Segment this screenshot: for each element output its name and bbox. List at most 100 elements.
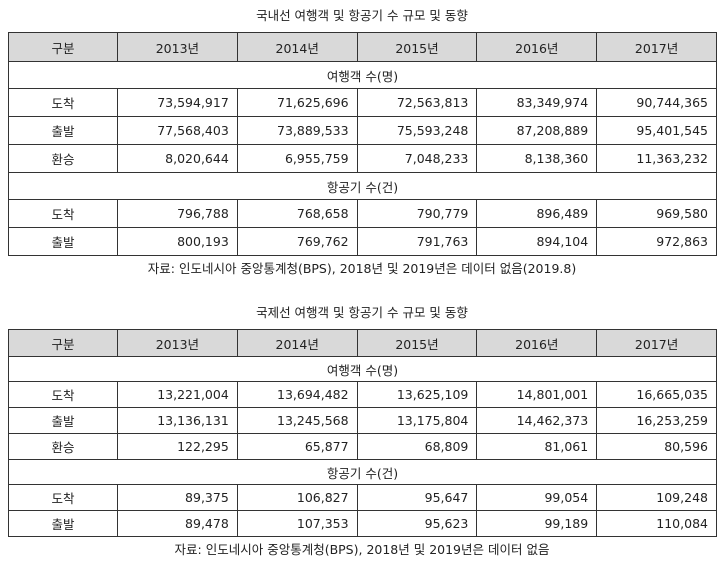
value-cell: 99,189 — [476, 510, 598, 537]
section-label: 여행객 수(명) — [8, 61, 717, 89]
value-cell: 109,248 — [596, 484, 717, 511]
spacer — [8, 321, 716, 329]
table-row: 출발 77,568,403 73,889,533 75,593,248 87,208,8… — [8, 116, 717, 145]
row-label: 출발 — [8, 510, 118, 537]
value-cell: 14,801,001 — [476, 381, 598, 408]
value-cell: 75,593,248 — [356, 116, 478, 145]
value-cell: 122,295 — [117, 433, 238, 460]
value-cell: 90,744,365 — [596, 88, 717, 117]
value-cell: 89,375 — [117, 484, 238, 511]
value-cell: 800,193 — [117, 227, 238, 256]
header-year: 2017년 — [596, 329, 717, 357]
value-cell: 95,623 — [356, 510, 478, 537]
value-cell: 68,809 — [356, 433, 478, 460]
table-title: 국제선 여행객 및 항공기 수 규모 및 동향 — [256, 305, 468, 320]
stats-table: 구분 2013년 2014년 2015년 2016년 2017년 여행객 수(명) 도착 13,… — [8, 329, 717, 537]
value-cell: 107,353 — [236, 510, 358, 537]
row-label: 도착 — [8, 381, 118, 408]
table-row: 출발 800,193 769,762 791,763 894,104 972,863 — [8, 227, 717, 256]
value-cell: 71,625,696 — [236, 88, 358, 117]
section-row: 항공기 수(건) — [8, 172, 717, 200]
header-year: 2013년 — [117, 329, 238, 357]
value-cell: 7,048,233 — [356, 144, 478, 173]
header-category: 구분 — [8, 32, 118, 62]
value-cell: 95,647 — [356, 484, 478, 511]
section-label: 항공기 수(건) — [8, 459, 717, 485]
value-cell: 791,763 — [356, 227, 478, 256]
stats-table: 구분 2013년 2014년 2015년 2016년 2017년 여행객 수(명) 도착 73,… — [8, 32, 717, 256]
table-row: 도착 13,221,004 13,694,482 13,625,109 14,801,0… — [8, 381, 717, 408]
value-cell: 6,955,759 — [236, 144, 358, 173]
table-title: 국내선 여행객 및 항공기 수 규모 및 동향 — [256, 8, 468, 23]
table-row: 환승 122,295 65,877 68,809 81,061 80,596 — [8, 433, 717, 460]
header-year: 2017년 — [596, 32, 717, 62]
value-cell: 73,889,533 — [236, 116, 358, 145]
row-label: 환승 — [8, 433, 118, 460]
table-row: 환승 8,020,644 6,955,759 7,048,233 8,138,360 11… — [8, 144, 717, 173]
row-label: 도착 — [8, 199, 118, 228]
section-row: 항공기 수(건) — [8, 459, 717, 485]
table-row: 도착 796,788 768,658 790,779 896,489 969,580 — [8, 199, 717, 228]
value-cell: 89,478 — [117, 510, 238, 537]
section-row: 여행객 수(명) — [8, 356, 717, 382]
value-cell: 769,762 — [236, 227, 358, 256]
row-label: 환승 — [8, 144, 118, 173]
value-cell: 14,462,373 — [476, 407, 598, 434]
value-cell: 87,208,889 — [476, 116, 598, 145]
header-year: 2014년 — [236, 329, 358, 357]
header-year: 2015년 — [356, 329, 478, 357]
value-cell: 13,694,482 — [236, 381, 358, 408]
value-cell: 16,253,259 — [596, 407, 717, 434]
header-year: 2016년 — [476, 32, 598, 62]
table-row: 출발 13,136,131 13,245,568 13,175,804 14,462,3… — [8, 407, 717, 434]
table-row: 출발 89,478 107,353 95,623 99,189 110,084 — [8, 510, 717, 537]
value-cell: 95,401,545 — [596, 116, 717, 145]
row-label: 출발 — [8, 227, 118, 256]
row-label: 출발 — [8, 407, 118, 434]
section-row: 여행객 수(명) — [8, 61, 717, 89]
row-label: 도착 — [8, 88, 118, 117]
value-cell: 13,136,131 — [117, 407, 238, 434]
value-cell: 8,138,360 — [476, 144, 598, 173]
value-cell: 896,489 — [476, 199, 598, 228]
value-cell: 13,625,109 — [356, 381, 478, 408]
value-cell: 796,788 — [117, 199, 238, 228]
section-label: 여행객 수(명) — [8, 356, 717, 382]
header-year: 2015년 — [356, 32, 478, 62]
header-year: 2016년 — [476, 329, 598, 357]
value-cell: 894,104 — [476, 227, 598, 256]
header-row: 구분 2013년 2014년 2015년 2016년 2017년 — [8, 32, 717, 62]
value-cell: 11,363,232 — [596, 144, 717, 173]
value-cell: 65,877 — [236, 433, 358, 460]
header-row: 구분 2013년 2014년 2015년 2016년 2017년 — [8, 329, 717, 357]
row-label: 도착 — [8, 484, 118, 511]
value-cell: 13,175,804 — [356, 407, 478, 434]
value-cell: 99,054 — [476, 484, 598, 511]
value-cell: 106,827 — [236, 484, 358, 511]
value-cell: 80,596 — [596, 433, 717, 460]
value-cell: 77,568,403 — [117, 116, 238, 145]
value-cell: 73,594,917 — [117, 88, 238, 117]
value-cell: 8,020,644 — [117, 144, 238, 173]
value-cell: 110,084 — [596, 510, 717, 537]
header-year: 2013년 — [117, 32, 238, 62]
value-cell: 768,658 — [236, 199, 358, 228]
value-cell: 13,245,568 — [236, 407, 358, 434]
header-year: 2014년 — [236, 32, 358, 62]
value-cell: 81,061 — [476, 433, 598, 460]
section-label: 항공기 수(건) — [8, 172, 717, 200]
header-category: 구분 — [8, 329, 118, 357]
value-cell: 16,665,035 — [596, 381, 717, 408]
value-cell: 972,863 — [596, 227, 717, 256]
value-cell: 13,221,004 — [117, 381, 238, 408]
source-note: 자료: 인도네시아 중앙통계청(BPS), 2018년 및 2019년은 데이터… — [174, 542, 550, 557]
spacer — [8, 24, 716, 32]
row-label: 출발 — [8, 116, 118, 145]
source-note: 자료: 인도네시아 중앙통계청(BPS), 2018년 및 2019년은 데이터… — [147, 261, 577, 276]
table-row: 도착 89,375 106,827 95,647 99,054 109,248 — [8, 484, 717, 511]
table-row: 도착 73,594,917 71,625,696 72,563,813 83,349,9… — [8, 88, 717, 117]
value-cell: 72,563,813 — [356, 88, 478, 117]
value-cell: 790,779 — [356, 199, 478, 228]
